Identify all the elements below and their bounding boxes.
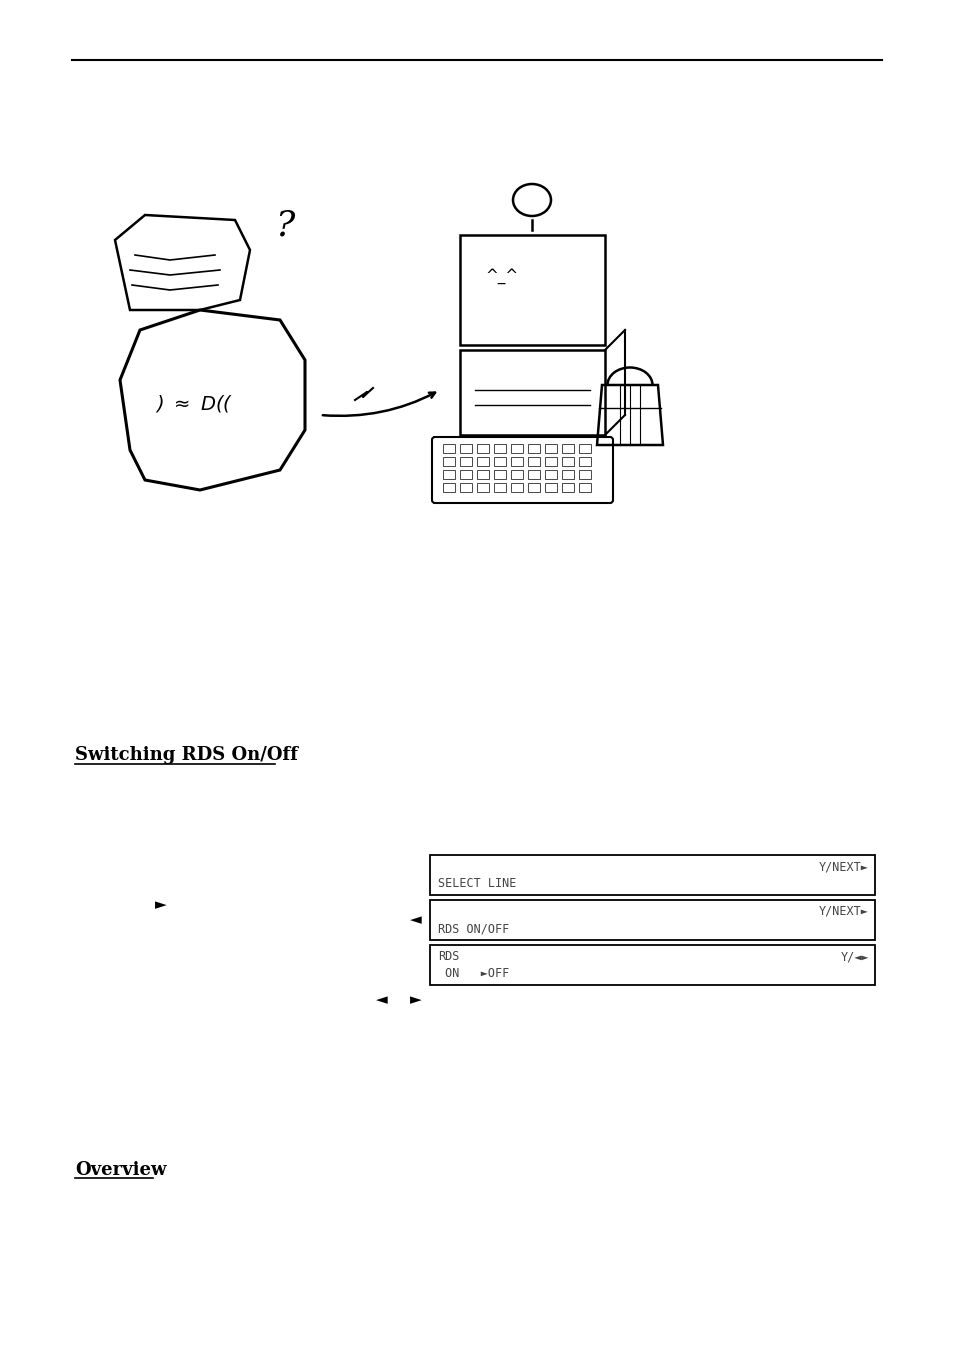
Bar — [511, 444, 522, 453]
Bar — [459, 235, 604, 345]
Bar — [578, 444, 590, 453]
Text: Switching RDS On/Off: Switching RDS On/Off — [75, 746, 297, 765]
Text: RDS: RDS — [437, 950, 459, 963]
Bar — [442, 444, 455, 453]
Bar — [561, 457, 574, 466]
Text: ◄: ◄ — [375, 993, 388, 1008]
Text: ) $\approx$ D((: ) $\approx$ D(( — [154, 393, 233, 415]
Text: ►: ► — [410, 993, 421, 1008]
Text: Y/◄►: Y/◄► — [840, 950, 868, 963]
Bar — [527, 470, 539, 480]
Bar — [544, 484, 557, 492]
Text: ^_^: ^_^ — [484, 269, 517, 284]
Bar — [544, 444, 557, 453]
Bar — [561, 484, 574, 492]
Bar — [459, 444, 472, 453]
Text: Y/NEXT►: Y/NEXT► — [819, 905, 868, 917]
Bar — [430, 900, 874, 940]
Bar — [511, 457, 522, 466]
Bar — [459, 457, 472, 466]
Bar — [476, 457, 489, 466]
Bar — [494, 470, 505, 480]
Bar — [476, 444, 489, 453]
Bar — [578, 484, 590, 492]
Bar — [578, 470, 590, 480]
Bar — [527, 444, 539, 453]
Bar — [442, 484, 455, 492]
Bar — [476, 470, 489, 480]
Bar — [430, 855, 874, 894]
Text: ON   ►OFF: ON ►OFF — [437, 967, 509, 979]
Text: ◄: ◄ — [410, 912, 421, 928]
Bar — [459, 470, 472, 480]
Text: SELECT LINE: SELECT LINE — [437, 877, 516, 890]
Bar — [561, 470, 574, 480]
Bar — [494, 444, 505, 453]
Bar — [442, 470, 455, 480]
Bar — [527, 484, 539, 492]
Bar — [476, 484, 489, 492]
Bar — [494, 457, 505, 466]
Text: RDS ON/OFF: RDS ON/OFF — [437, 921, 509, 935]
Bar — [544, 457, 557, 466]
Bar — [578, 457, 590, 466]
Bar — [442, 457, 455, 466]
Text: Overview: Overview — [75, 1161, 167, 1179]
Bar — [430, 944, 874, 985]
Bar — [511, 470, 522, 480]
Bar — [544, 470, 557, 480]
Text: ?: ? — [274, 208, 294, 242]
Text: ►: ► — [154, 897, 167, 912]
Bar — [527, 457, 539, 466]
Bar — [494, 484, 505, 492]
Bar — [511, 484, 522, 492]
Bar — [561, 444, 574, 453]
Bar — [459, 350, 604, 435]
Bar — [459, 484, 472, 492]
Text: Y/NEXT►: Y/NEXT► — [819, 861, 868, 873]
